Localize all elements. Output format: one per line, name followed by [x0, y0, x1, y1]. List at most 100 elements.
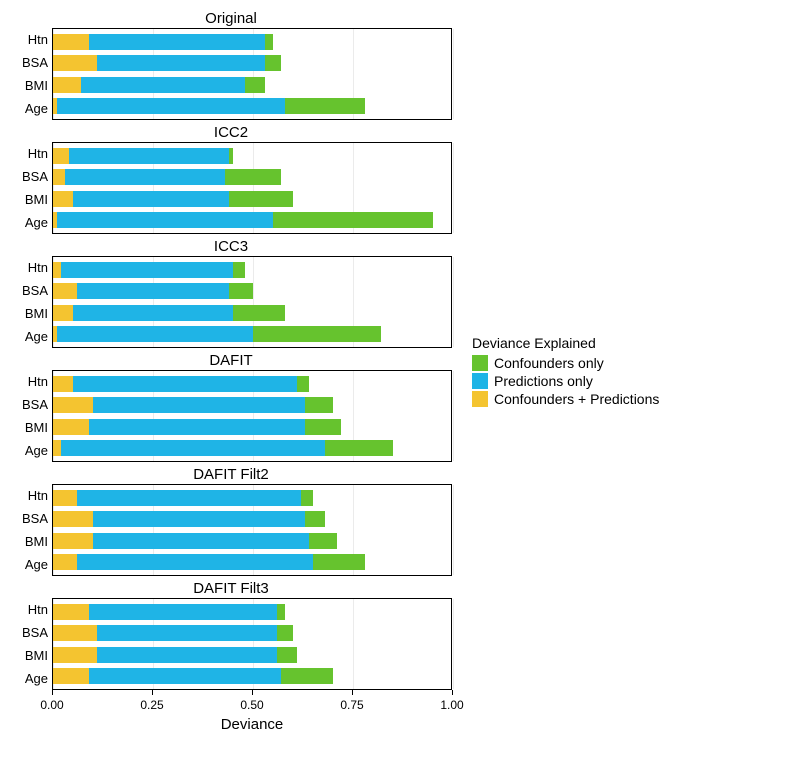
y-tick-label: BSA [10, 512, 48, 525]
bar-segment-conf-plus-pred [53, 148, 69, 164]
bar-segment-conf-plus-pred [53, 668, 89, 684]
panel-title: Original [10, 10, 452, 27]
x-tick-label: 0.25 [140, 698, 163, 712]
legend-label: Predictions only [494, 373, 593, 389]
y-tick-label: Htn [10, 33, 48, 46]
panel-title: ICC2 [10, 124, 452, 141]
bar-segment-predictions-only [65, 169, 225, 185]
bar-segment-confounders-only [309, 533, 337, 549]
x-tick-label: 0.75 [340, 698, 363, 712]
bar-row [53, 98, 365, 114]
plot-body: HtnBSABMIAge [10, 256, 452, 348]
legend-item: Confounders + Predictions [472, 391, 659, 407]
bar-segment-confounders-only [229, 148, 233, 164]
grid-line [453, 29, 454, 119]
bar-row [53, 326, 381, 342]
bar-row [53, 419, 341, 435]
panel-title: DAFIT [10, 352, 452, 369]
y-tick-label: Age [10, 444, 48, 457]
bar-segment-predictions-only [73, 376, 297, 392]
bar-segment-conf-plus-pred [53, 490, 77, 506]
plot-body: HtnBSABMIAge [10, 28, 452, 120]
bar-segment-confounders-only [273, 212, 433, 228]
bar-segment-conf-plus-pred [53, 397, 93, 413]
bar-segment-predictions-only [93, 511, 305, 527]
bar-segment-confounders-only [277, 625, 293, 641]
bar-row [53, 77, 265, 93]
legend-swatch [472, 391, 488, 407]
bar-row [53, 283, 253, 299]
bar-row [53, 533, 337, 549]
bar-segment-predictions-only [89, 668, 281, 684]
y-tick-label: Age [10, 558, 48, 571]
panels-container: OriginalHtnBSABMIAgeICC2HtnBSABMIAgeICC3… [10, 10, 452, 690]
y-tick-label: BSA [10, 170, 48, 183]
bar-segment-conf-plus-pred [53, 604, 89, 620]
bar-segment-predictions-only [69, 148, 229, 164]
bar-segment-confounders-only [265, 34, 273, 50]
x-tick-label: 0.00 [40, 698, 63, 712]
legend-label: Confounders + Predictions [494, 391, 659, 407]
bar-segment-confounders-only [313, 554, 365, 570]
bar-segment-predictions-only [61, 262, 233, 278]
x-tick-label: 0.50 [240, 698, 263, 712]
deviance-figure: OriginalHtnBSABMIAgeICC2HtnBSABMIAgeICC3… [10, 10, 789, 733]
plot-body: HtnBSABMIAge [10, 142, 452, 234]
plot-area [52, 28, 452, 120]
bar-segment-predictions-only [97, 625, 277, 641]
bar-segment-predictions-only [93, 397, 305, 413]
bar-segment-confounders-only [277, 647, 297, 663]
panel: DAFITHtnBSABMIAge [10, 352, 452, 462]
bar-segment-predictions-only [89, 34, 265, 50]
y-axis-labels: HtnBSABMIAge [10, 370, 52, 462]
bar-segment-confounders-only [325, 440, 393, 456]
bar-row [53, 34, 273, 50]
bar-segment-confounders-only [229, 191, 293, 207]
legend-label: Confounders only [494, 355, 604, 371]
plot-body: HtnBSABMIAge [10, 598, 452, 690]
bar-segment-predictions-only [57, 212, 273, 228]
bar-segment-conf-plus-pred [53, 625, 97, 641]
bar-segment-predictions-only [97, 647, 277, 663]
legend-swatch [472, 355, 488, 371]
bar-segment-confounders-only [245, 77, 265, 93]
y-tick-label: BSA [10, 626, 48, 639]
bar-segment-conf-plus-pred [53, 34, 89, 50]
bar-segment-predictions-only [57, 326, 253, 342]
bar-segment-confounders-only [305, 419, 341, 435]
y-tick-label: BSA [10, 398, 48, 411]
bar-row [53, 647, 297, 663]
plot-area [52, 484, 452, 576]
y-axis-labels: HtnBSABMIAge [10, 256, 52, 348]
legend-swatch [472, 373, 488, 389]
bar-segment-conf-plus-pred [53, 419, 89, 435]
y-tick-label: Age [10, 330, 48, 343]
x-tick [352, 690, 353, 695]
bar-row [53, 148, 233, 164]
legend-item: Confounders only [472, 355, 659, 371]
bar-segment-confounders-only [233, 305, 285, 321]
bar-segment-conf-plus-pred [53, 191, 73, 207]
bar-row [53, 169, 281, 185]
bar-segment-predictions-only [57, 98, 285, 114]
bar-segment-confounders-only [253, 326, 381, 342]
bar-row [53, 191, 293, 207]
y-tick-label: Htn [10, 261, 48, 274]
bar-row [53, 554, 365, 570]
bar-segment-predictions-only [93, 533, 309, 549]
bar-segment-conf-plus-pred [53, 169, 65, 185]
y-tick-label: BMI [10, 649, 48, 662]
y-tick-label: BSA [10, 56, 48, 69]
y-tick-label: Htn [10, 375, 48, 388]
bar-segment-predictions-only [73, 305, 233, 321]
x-tick [252, 690, 253, 695]
y-tick-label: BMI [10, 307, 48, 320]
grid-line [453, 485, 454, 575]
bar-segment-predictions-only [89, 604, 277, 620]
bar-segment-conf-plus-pred [53, 440, 61, 456]
x-ticks [52, 690, 452, 698]
bar-segment-conf-plus-pred [53, 554, 77, 570]
y-tick-label: Age [10, 216, 48, 229]
y-tick-label: BMI [10, 193, 48, 206]
y-axis-labels: HtnBSABMIAge [10, 142, 52, 234]
